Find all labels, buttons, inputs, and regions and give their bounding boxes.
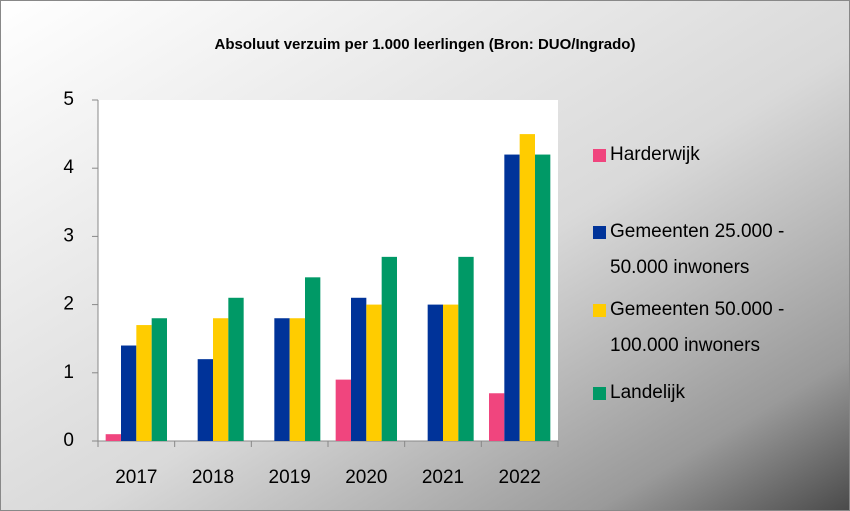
legend-label: Harderwijk [610,144,700,165]
legend-item: Landelijk [593,375,808,411]
x-tick-label: 2020 [345,467,387,488]
bar [351,297,367,441]
chart-title: Absoluut verzuim per 1.000 leerlingen (B… [215,36,636,53]
x-tick-label: 2022 [499,467,541,488]
legend-item: Gemeenten 25.000 - 50.000 inwoners [593,214,808,286]
bar [213,318,229,441]
legend-swatch [593,149,606,162]
bar [427,304,443,441]
bar [535,154,551,441]
y-tick-label: 4 [63,157,74,178]
bar [381,256,397,441]
legend-swatch [593,387,606,400]
legend-label: Gemeenten 50.000 - 100.000 inwoners [610,299,785,356]
bar [136,325,152,441]
legend-label: Gemeenten 25.000 - 50.000 inwoners [610,221,785,278]
plot-area [98,100,558,441]
bar [489,393,505,441]
bar [121,345,137,441]
bar [366,304,382,441]
bar [289,318,305,441]
bar [519,134,535,441]
legend-swatch [593,304,606,317]
legend-swatch [593,226,606,239]
legend-item: Gemeenten 50.000 - 100.000 inwoners [593,292,808,364]
x-tick-label: 2019 [269,467,311,488]
bar [335,379,351,441]
x-tick-label: 2021 [422,467,464,488]
legend-label: Landelijk [610,382,685,403]
y-tick-label: 1 [63,362,74,383]
bar [274,318,290,441]
bar [443,304,459,441]
x-tick-label: 2018 [192,467,234,488]
y-tick-label: 0 [63,430,74,451]
bar [228,297,244,441]
bar [151,318,167,441]
bar [504,154,520,441]
bar [305,277,321,441]
y-tick-label: 5 [63,89,74,110]
legend-item: Harderwijk [593,137,808,173]
bar [197,359,213,441]
x-tick-label: 2017 [115,467,157,488]
bar [105,434,121,441]
bar [458,256,474,441]
y-tick-label: 2 [63,294,74,315]
y-tick-label: 3 [63,225,74,246]
